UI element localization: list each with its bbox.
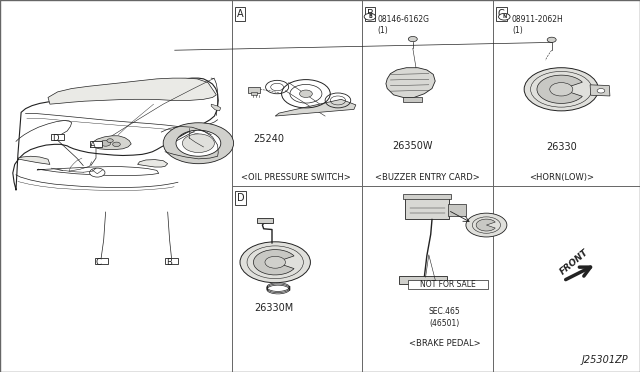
Text: B: B bbox=[367, 9, 374, 19]
Bar bbox=[90, 141, 102, 147]
Text: NOT FOR SALE: NOT FOR SALE bbox=[420, 280, 476, 289]
Bar bbox=[251, 92, 257, 95]
Text: <BRAKE PEDAL>: <BRAKE PEDAL> bbox=[409, 339, 481, 347]
Bar bbox=[448, 204, 466, 216]
Text: C: C bbox=[95, 258, 101, 267]
Circle shape bbox=[499, 13, 510, 20]
Circle shape bbox=[524, 68, 598, 111]
Circle shape bbox=[364, 13, 376, 20]
Text: D: D bbox=[237, 193, 244, 203]
Circle shape bbox=[100, 140, 111, 146]
Text: C: C bbox=[498, 9, 505, 19]
Text: A: A bbox=[90, 141, 96, 150]
Text: 08911-2062H
(1): 08911-2062H (1) bbox=[512, 15, 564, 35]
Polygon shape bbox=[91, 136, 131, 150]
Text: <BUZZER ENTRY CARD>: <BUZZER ENTRY CARD> bbox=[375, 173, 480, 182]
Bar bbox=[403, 194, 451, 199]
Wedge shape bbox=[253, 250, 294, 275]
Bar bbox=[51, 134, 64, 140]
Text: D: D bbox=[52, 134, 58, 143]
Bar bbox=[399, 276, 447, 284]
Polygon shape bbox=[48, 78, 216, 104]
Text: N: N bbox=[502, 14, 506, 19]
Text: FRONT: FRONT bbox=[558, 247, 590, 276]
Circle shape bbox=[265, 256, 285, 268]
Text: 26330: 26330 bbox=[546, 142, 577, 152]
Text: 08146-6162G
(1): 08146-6162G (1) bbox=[378, 15, 429, 35]
Polygon shape bbox=[386, 68, 435, 97]
Text: <HORN(LOW)>: <HORN(LOW)> bbox=[529, 173, 594, 182]
Text: 25240: 25240 bbox=[253, 134, 284, 144]
Circle shape bbox=[597, 89, 605, 93]
Circle shape bbox=[113, 142, 120, 147]
Polygon shape bbox=[590, 85, 610, 96]
Text: <OIL PRESSURE SWITCH>: <OIL PRESSURE SWITCH> bbox=[241, 173, 351, 182]
Circle shape bbox=[107, 139, 113, 142]
Text: A: A bbox=[237, 9, 243, 19]
Text: 26350W: 26350W bbox=[392, 141, 433, 151]
Text: SEC.465
(46501): SEC.465 (46501) bbox=[429, 307, 461, 328]
Wedge shape bbox=[476, 219, 495, 231]
Circle shape bbox=[300, 90, 312, 97]
Circle shape bbox=[90, 168, 105, 177]
Bar bbox=[165, 258, 178, 264]
Bar bbox=[257, 218, 273, 223]
Circle shape bbox=[547, 37, 556, 42]
Polygon shape bbox=[211, 104, 221, 111]
Circle shape bbox=[240, 242, 310, 283]
Polygon shape bbox=[275, 99, 356, 116]
Wedge shape bbox=[537, 75, 582, 103]
Circle shape bbox=[466, 213, 507, 237]
Polygon shape bbox=[138, 160, 168, 167]
Text: B: B bbox=[166, 258, 172, 267]
Circle shape bbox=[550, 83, 573, 96]
Text: J25301ZP: J25301ZP bbox=[582, 355, 628, 365]
Text: B: B bbox=[368, 14, 372, 19]
Circle shape bbox=[408, 36, 417, 42]
Circle shape bbox=[182, 134, 214, 153]
Bar bbox=[408, 280, 488, 289]
Polygon shape bbox=[18, 156, 50, 164]
Bar bbox=[248, 87, 260, 93]
Text: 26330M: 26330M bbox=[254, 303, 294, 313]
Bar bbox=[403, 97, 422, 102]
Bar bbox=[95, 258, 108, 264]
Bar bbox=[405, 197, 449, 219]
